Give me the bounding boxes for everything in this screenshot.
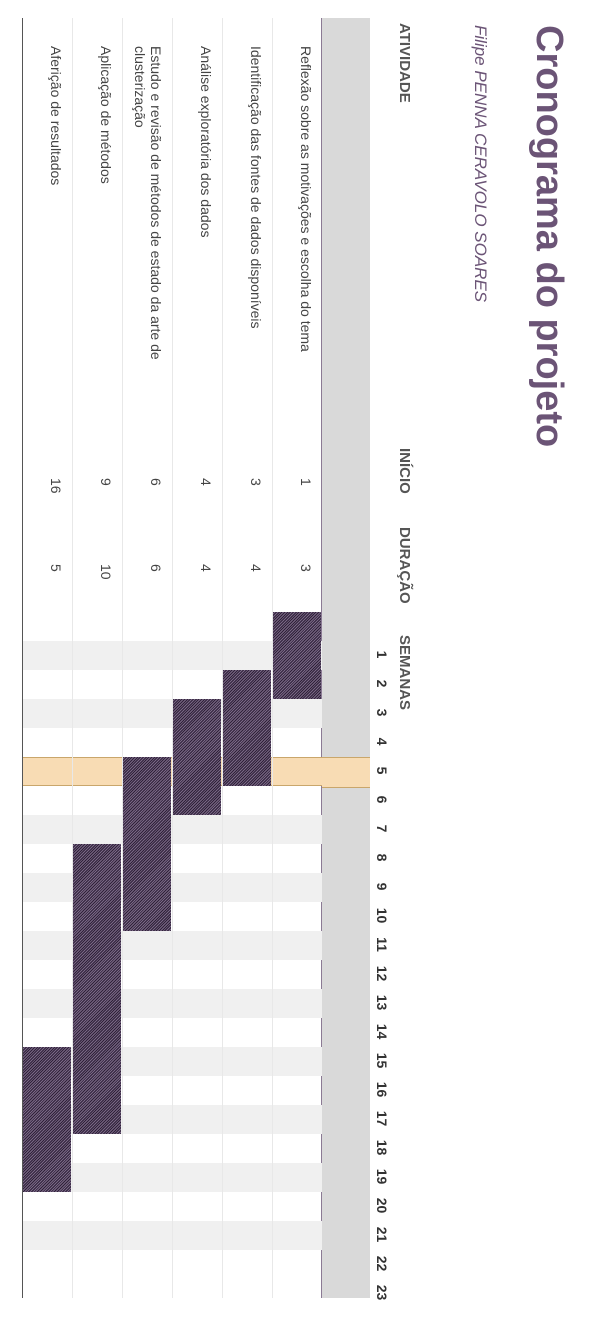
week-number: 21 <box>374 1226 390 1243</box>
column-header-duration: DURAÇÃO <box>396 527 413 604</box>
task-bar <box>123 757 171 931</box>
task-row: Análise exploratória dos dados 4 4 <box>172 18 222 1298</box>
row-divider <box>22 18 23 1298</box>
row-divider <box>122 18 123 1298</box>
task-name: Aplicação de métodos <box>98 46 114 184</box>
task-duration: 4 <box>198 564 214 572</box>
header-band <box>321 18 370 1298</box>
week-number: 5 <box>374 766 390 775</box>
week-number: 23 <box>374 1284 390 1301</box>
row-divider <box>222 18 223 1298</box>
task-row: Identificação das fontes de dados dispon… <box>222 18 272 1298</box>
task-start: 9 <box>98 478 114 486</box>
week-number: 13 <box>374 994 390 1011</box>
task-duration: 3 <box>298 564 314 572</box>
task-row: Aferição de resultados 16 5 <box>22 18 72 1298</box>
week-number: 19 <box>374 1168 390 1185</box>
week-number: 8 <box>374 853 390 862</box>
current-week-highlight <box>322 757 370 788</box>
week-number: 4 <box>374 737 390 746</box>
task-bar <box>23 1047 71 1192</box>
task-start: 3 <box>248 478 264 486</box>
author-name: Filipe PENNA CERAVOLO SOARES <box>471 25 490 303</box>
week-number: 3 <box>374 708 390 717</box>
week-number: 2 <box>374 679 390 688</box>
week-number: 1 <box>374 650 390 659</box>
task-name: Estudo e revisão de métodos de estado da… <box>132 46 164 360</box>
week-number: 9 <box>374 882 390 891</box>
page-title: Cronograma do projeto <box>528 25 570 448</box>
task-name: Análise exploratória dos dados <box>198 46 214 238</box>
task-name: Reflexão sobre as motivações e escolha d… <box>298 46 314 352</box>
week-number: 12 <box>374 965 390 982</box>
task-grid: Reflexão sobre as motivações e escolha d… <box>22 18 322 1298</box>
column-header-start: INÍCIO <box>396 448 413 494</box>
task-row: Reflexão sobre as motivações e escolha d… <box>272 18 322 1298</box>
task-name: Identificação das fontes de dados dispon… <box>248 46 264 329</box>
task-start: 1 <box>298 478 314 486</box>
week-number: 22 <box>374 1255 390 1272</box>
task-bar <box>73 844 121 1134</box>
week-number: 15 <box>374 1052 390 1069</box>
week-number: 7 <box>374 824 390 833</box>
task-row: Aplicação de métodos 9 10 <box>72 18 122 1298</box>
week-number: 16 <box>374 1081 390 1098</box>
task-row: Estudo e revisão de métodos de estado da… <box>122 18 172 1298</box>
week-number: 6 <box>374 795 390 804</box>
column-header-activity: ATIVIDADE <box>396 23 413 103</box>
task-duration: 6 <box>148 564 164 572</box>
week-number: 10 <box>374 907 390 924</box>
task-bar <box>273 612 321 699</box>
week-number: 17 <box>374 1110 390 1127</box>
row-divider <box>172 18 173 1298</box>
task-duration: 4 <box>248 564 264 572</box>
task-duration: 10 <box>98 564 114 580</box>
task-bar <box>223 670 271 786</box>
task-start: 16 <box>48 478 64 494</box>
week-number: 20 <box>374 1197 390 1214</box>
row-divider <box>272 18 273 1298</box>
task-duration: 5 <box>48 564 64 572</box>
week-number: 14 <box>374 1023 390 1040</box>
task-name: Aferição de resultados <box>48 46 64 186</box>
task-bar <box>173 699 221 815</box>
task-start: 6 <box>148 478 164 486</box>
task-start: 4 <box>198 478 214 486</box>
week-number: 11 <box>374 937 390 952</box>
week-number-row: 1 2 3 4 5 6 7 8 9 10 11 12 13 14 15 16 17 18 19 20 21 22 23 <box>370 640 390 1306</box>
week-number: 18 <box>374 1139 390 1156</box>
column-header-weeks: SEMANAS <box>396 635 413 711</box>
row-divider <box>72 18 73 1298</box>
